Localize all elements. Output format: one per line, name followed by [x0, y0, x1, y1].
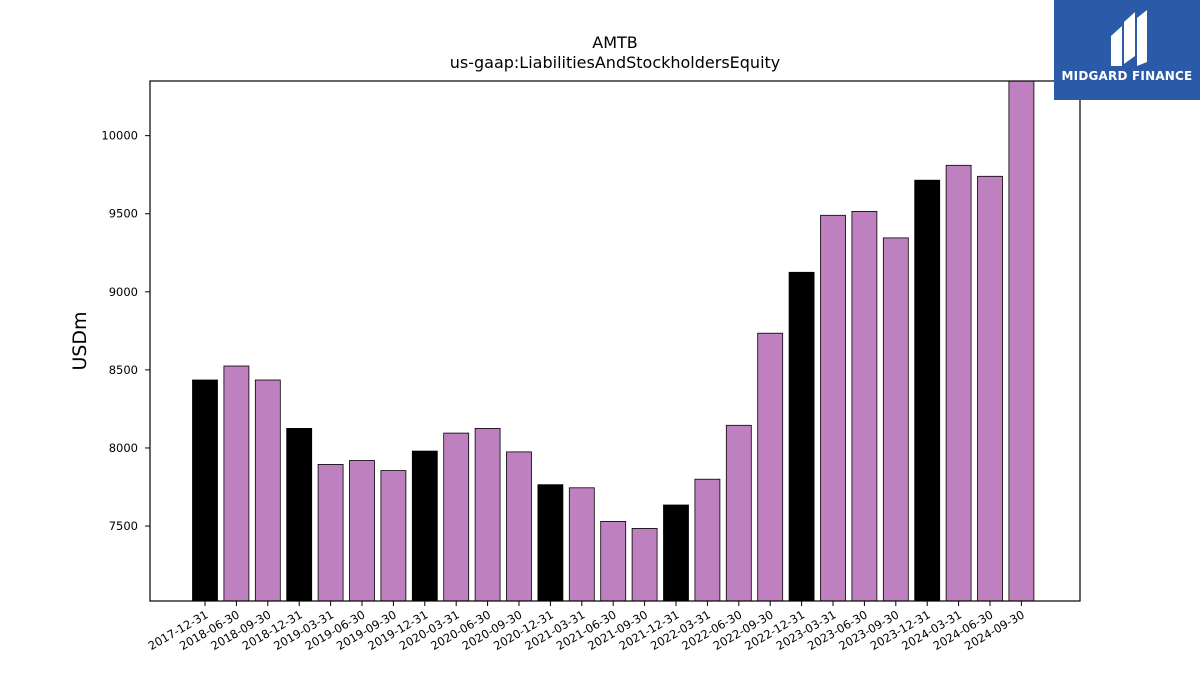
y-tick-label: 8500 — [109, 363, 138, 377]
bar — [631, 528, 658, 602]
bar — [537, 484, 564, 602]
bar — [568, 487, 595, 602]
y-tick-label: 9500 — [109, 207, 138, 221]
bar — [223, 365, 250, 602]
bar — [788, 271, 815, 602]
bar — [882, 237, 909, 602]
bar — [317, 463, 344, 602]
chart-subtitle: us-gaap:LiabilitiesAndStockholdersEquity — [450, 53, 781, 72]
chart-title: AMTB — [592, 33, 638, 52]
y-axis-label: USDm — [69, 311, 91, 370]
bar — [600, 521, 627, 602]
bar — [443, 432, 470, 602]
bar — [914, 179, 941, 602]
y-tick-label: 9000 — [109, 285, 138, 299]
y-axis: 7500 8000 8500 9000 9500 10000 — [101, 129, 150, 533]
bar — [411, 450, 438, 602]
bar — [945, 164, 972, 602]
bars-group — [192, 80, 1035, 602]
bar — [506, 451, 532, 602]
bar — [254, 379, 281, 602]
bar — [694, 478, 721, 602]
brand-logo: MIDGARD FINANCE — [1054, 0, 1200, 100]
x-axis: 2017-12-312018-06-302018-09-302018-12-31… — [146, 601, 1027, 653]
bar — [380, 470, 407, 602]
bar — [725, 424, 752, 602]
logo-mark-icon — [1111, 10, 1147, 66]
y-tick-label: 8000 — [109, 441, 138, 455]
bar — [192, 379, 218, 602]
bar — [977, 175, 1003, 602]
bar — [663, 504, 689, 602]
bar — [1008, 80, 1035, 602]
bar — [286, 427, 313, 602]
bar — [757, 332, 784, 602]
bar — [820, 214, 846, 602]
brand-name: MIDGARD FINANCE — [1061, 69, 1193, 83]
y-tick-label: 7500 — [109, 519, 138, 533]
bar — [349, 460, 375, 602]
bar — [851, 210, 878, 602]
y-tick-label: 10000 — [101, 129, 138, 143]
plot-frame — [149, 80, 1081, 602]
bar — [474, 427, 501, 602]
